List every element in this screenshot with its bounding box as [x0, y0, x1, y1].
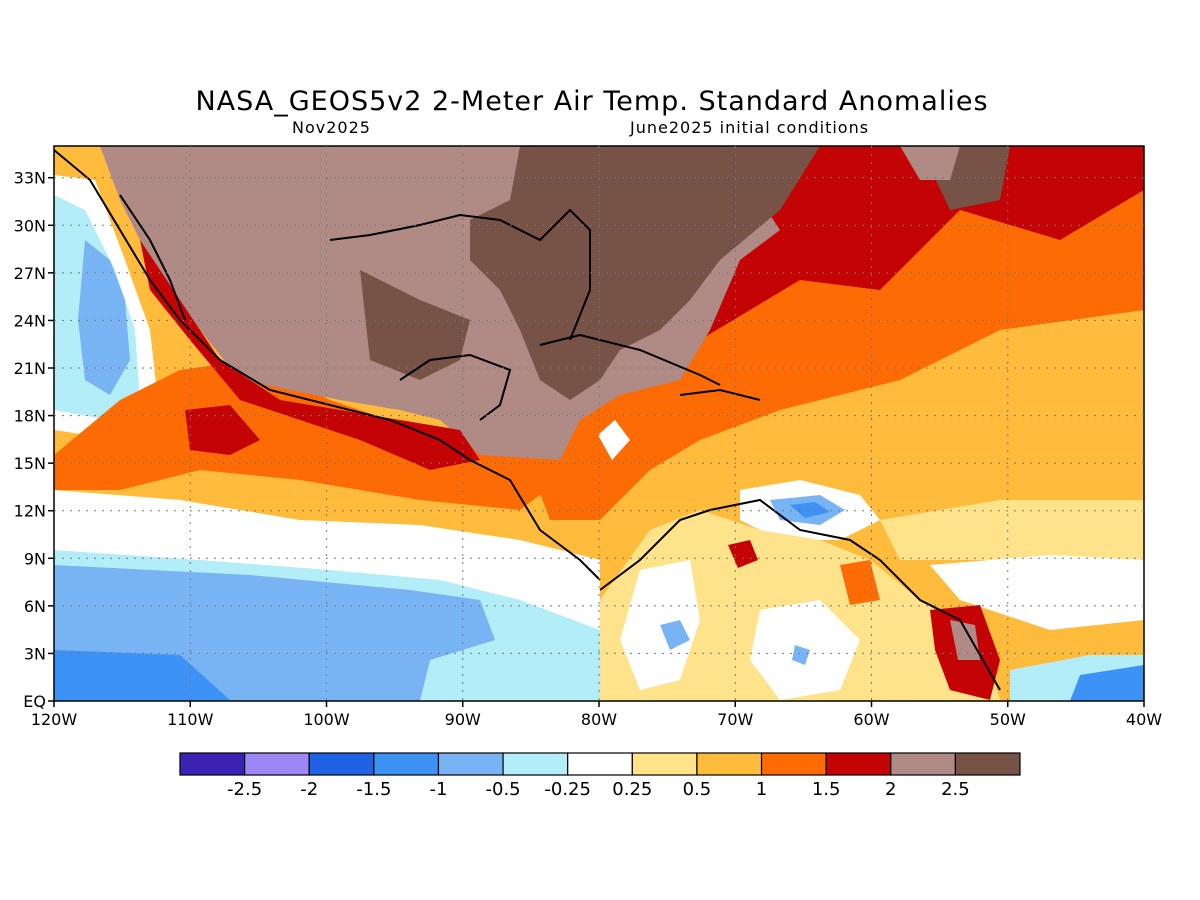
colorbar-swatch: [631, 752, 698, 776]
colorbar-label: -1.5: [356, 779, 391, 800]
lat-tick-labels: EQ 3N 6N 9N 12N 15N 18N 21N 24N 27N 30N 33N: [14, 169, 54, 711]
cool-band-medblue: [54, 650, 230, 701]
atl-white-patch: [930, 555, 1144, 630]
colorbar-swatch: [890, 752, 956, 776]
carib-cool-medblue: [790, 502, 830, 518]
sa-land-orange-1: [840, 560, 880, 605]
lat-tick-label: 18N: [14, 407, 46, 426]
colorbar-swatch: [373, 752, 440, 776]
colorbar-label: -0.5: [486, 779, 521, 800]
colorbar: -2.5 -2 -1.5 -1 -0.5 -0.25 0.25 0.5 1 1.5 2 2.5: [179, 752, 1021, 800]
lat-tick-label: 9N: [24, 549, 46, 568]
lon-tick-label: 110W: [167, 710, 214, 729]
colorbar-swatch: [308, 752, 375, 776]
land-anomaly-darkbrown-1: [470, 146, 820, 400]
lat-tick-label: 24N: [14, 311, 46, 330]
lat-tick-label: 33N: [14, 169, 46, 188]
epac-warm-red: [185, 405, 260, 455]
colorbar-label: 2: [885, 779, 896, 800]
colorbar-swatch: [825, 752, 892, 776]
lat-tick-label: 15N: [14, 454, 46, 473]
colorbar-label: 0.5: [683, 779, 712, 800]
colorbar-label: -2: [300, 779, 318, 800]
colorbar-swatch: [696, 752, 763, 776]
colorbar-label: -2.5: [227, 779, 262, 800]
lon-tick-label: 80W: [581, 710, 617, 729]
baja-cool-blue: [78, 240, 130, 395]
lon-tick-label: 50W: [990, 710, 1026, 729]
lat-tick-label: 30N: [14, 216, 46, 235]
lat-tick-label: 21N: [14, 359, 46, 378]
gridlines: [54, 146, 1144, 701]
sa-land-blue-2: [792, 645, 810, 665]
lat-tick-label: EQ: [23, 692, 46, 711]
south-america-north-coast: [599, 498, 1001, 691]
colorbar-label: -0.25: [544, 779, 591, 800]
lon-tick-label: 70W: [717, 710, 753, 729]
lon-tick-label: 120W: [31, 710, 78, 729]
lat-tick-label: 27N: [14, 264, 46, 283]
pacific-coast-line: [54, 149, 601, 581]
colorbar-label: 1: [756, 779, 767, 800]
lon-tick-label: 60W: [853, 710, 889, 729]
colorbar-label: 1.5: [812, 779, 841, 800]
mexico-coast-red: [140, 240, 480, 470]
colorbar-label: -1: [429, 779, 447, 800]
coastlines: [54, 149, 1001, 691]
atl-equator-blue: [1070, 665, 1144, 701]
map-title: NASA_GEOS5v2 2-Meter Air Temp. Standard …: [195, 86, 989, 117]
colorbar-label: 2.5: [941, 779, 970, 800]
guiana-tan: [950, 620, 980, 660]
colorbar-swatch: [502, 752, 569, 776]
lat-tick-label: 12N: [14, 502, 46, 521]
atlantic-warm-orange: [520, 190, 1144, 520]
baja-peninsula-line: [119, 194, 186, 321]
yucatan-line: [399, 353, 512, 421]
epac-warm-orange: [54, 360, 560, 510]
cuba-line: [539, 333, 721, 386]
colorbar-swatch: [567, 752, 633, 776]
atl-yellow-band: [880, 500, 1144, 560]
caribbean-white-spot: [598, 420, 630, 460]
valid-month-label: Nov2025: [292, 118, 371, 137]
lat-tick-label: 6N: [24, 597, 46, 616]
colorbar-swatch: [760, 752, 827, 776]
anomaly-field: [54, 146, 1144, 701]
colorbar-swatch: [437, 752, 504, 776]
lon-tick-label: 90W: [445, 710, 481, 729]
gulf-coast-line: [329, 208, 591, 341]
lat-tick-label: 3N: [24, 644, 46, 663]
lon-tick-label: 40W: [1126, 710, 1162, 729]
land-anomaly-tan-2: [900, 146, 960, 180]
land-anomaly-darkbrown-2: [360, 270, 470, 380]
colorbar-label: 0.25: [612, 779, 652, 800]
init-conditions-label: June2025 initial conditions: [630, 118, 870, 137]
colorbar-swatch: [179, 752, 246, 776]
hispaniola-line: [679, 388, 761, 401]
lon-tick-label: 100W: [303, 710, 350, 729]
colorbar-swatch: [954, 752, 1021, 776]
sa-land-blue-1: [660, 620, 690, 650]
lon-tick-labels: 120W 110W 100W 90W 80W 70W 60W 50W 40W: [31, 701, 1162, 729]
colorbar-swatch: [244, 752, 310, 776]
